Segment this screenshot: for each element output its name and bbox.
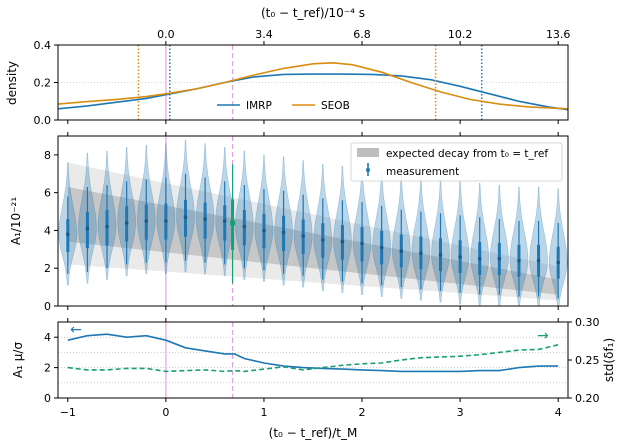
measurement-median-marker bbox=[183, 215, 188, 220]
measurement-median-marker bbox=[340, 239, 345, 244]
measurement-median-marker bbox=[144, 219, 149, 223]
measurement-median-marker bbox=[379, 245, 384, 250]
density-ytick-label: 0.4 bbox=[34, 39, 52, 52]
ratio-plot-area bbox=[58, 322, 568, 398]
expected-decay-inner-band bbox=[67, 187, 559, 295]
ratio-panel: 0 2 4 0.20 0.25 0.30 −1 0 1 2 3 4 A₁ μ/σ std(δf₁) (… bbox=[11, 316, 616, 440]
measurement-median-marker bbox=[321, 238, 325, 242]
ratio-ylabel-right: std(δf₁) bbox=[602, 338, 616, 382]
ratio-xtick-label: 1 bbox=[260, 406, 267, 419]
measurement-median-marker bbox=[477, 256, 482, 261]
amplitude-panel: 0 2 4 6 8 A₁/10⁻²¹ expected decay from t₀ = … bbox=[9, 132, 569, 313]
measurement-median-marker bbox=[203, 217, 207, 221]
density-plot-area bbox=[58, 45, 568, 120]
snr-line bbox=[67, 333, 559, 373]
amplitude-ylabel: A₁/10⁻²¹ bbox=[9, 197, 23, 245]
ratio-ytick-left-label: 0 bbox=[44, 392, 51, 405]
legend-errorbar-label: measurement bbox=[386, 166, 459, 178]
amplitude-legend: expected decay from t₀ = t_ref measureme… bbox=[350, 142, 563, 182]
measurement-median-marker bbox=[222, 219, 227, 223]
measurement-median-marker bbox=[497, 256, 502, 261]
legend-seob-label: SEOB bbox=[321, 100, 350, 112]
amplitude-ytick-label: 4 bbox=[44, 224, 51, 237]
legend-band-swatch bbox=[357, 148, 379, 157]
amplitude-ytick-label: 6 bbox=[44, 187, 51, 200]
ratio-xtick-label: 0 bbox=[162, 406, 169, 419]
measurement-median-marker bbox=[85, 226, 90, 231]
legend-band-label: expected decay from t₀ = t_ref bbox=[386, 148, 548, 160]
density-ytick-label: 0.0 bbox=[34, 114, 52, 127]
measurement-median-marker bbox=[262, 228, 266, 233]
top-tick-label: 0.0 bbox=[157, 28, 175, 41]
expected-decay-outer-band bbox=[67, 162, 559, 301]
ratio-ytick-right-label: 0.25 bbox=[575, 354, 600, 367]
top-tick-label: 6.8 bbox=[353, 28, 371, 41]
top-axis-label: (t₀ − t_ref)/10⁻⁴ s bbox=[261, 6, 365, 20]
amplitude-ytick-label: 0 bbox=[44, 300, 51, 313]
measurement-median-marker bbox=[399, 249, 404, 254]
top-tick-label: 13.6 bbox=[546, 28, 571, 41]
measurement-median-marker bbox=[419, 251, 423, 255]
ratio-xtick-label: −1 bbox=[60, 406, 76, 419]
ratio-xtick-label: 4 bbox=[555, 406, 562, 419]
density-ytick-label: 0.2 bbox=[34, 77, 52, 90]
measurement-median-marker bbox=[536, 258, 541, 263]
density-curve-imrp bbox=[58, 73, 568, 111]
legend-errorbar-dot bbox=[366, 168, 370, 172]
measurement-median-marker bbox=[517, 258, 521, 263]
measurement-median-marker bbox=[242, 224, 247, 229]
ratio-xtick-label: 2 bbox=[359, 406, 366, 419]
ratio-xlabel: (t₀ − t_ref)/t_M bbox=[269, 426, 358, 440]
amplitude-ytick-label: 2 bbox=[44, 262, 51, 275]
amplitude-ticks: 0 2 4 6 8 bbox=[44, 132, 559, 313]
ratio-ylabel-left: A₁ μ/σ bbox=[11, 342, 25, 379]
amplitude-axes-frame bbox=[57, 135, 569, 307]
top-tick-label: 3.4 bbox=[255, 28, 273, 41]
measurement-median-marker bbox=[556, 260, 560, 265]
ratio-ytick-left-label: 4 bbox=[44, 331, 51, 344]
amplitude-ytick-label: 8 bbox=[44, 149, 51, 162]
measurement-median-marker bbox=[230, 220, 236, 226]
measurement-median-marker bbox=[360, 241, 364, 246]
legend-box bbox=[350, 142, 563, 182]
left-axis-arrow: ← bbox=[70, 322, 82, 338]
legend-imrp-label: IMRP bbox=[246, 100, 272, 112]
density-panel: 0.0 0.2 0.4 0.0 3.4 6.8 10.2 13.6 density IMRP … bbox=[5, 28, 570, 127]
measurement-median-marker bbox=[164, 219, 168, 223]
measurement-median-marker bbox=[301, 234, 305, 238]
density-ylabel: density bbox=[5, 61, 19, 105]
measurement-median-marker bbox=[124, 221, 129, 225]
ratio-ytick-right-label: 0.30 bbox=[575, 316, 600, 329]
measurement-median-marker bbox=[438, 253, 443, 257]
density-legend: IMRP SEOB bbox=[217, 100, 350, 112]
measurement-median-marker bbox=[105, 224, 109, 229]
density-curve-seob bbox=[58, 61, 568, 110]
ratio-ytick-left-label: 2 bbox=[44, 362, 51, 375]
measurement-median-marker bbox=[281, 230, 286, 235]
ratio-axes-frame bbox=[57, 321, 569, 399]
top-tick-label: 10.2 bbox=[448, 28, 473, 41]
density-ticks: 0.0 0.2 0.4 0.0 3.4 6.8 10.2 13.6 bbox=[34, 28, 571, 127]
right-axis-arrow: → bbox=[537, 328, 549, 344]
measurement-median-marker bbox=[458, 255, 462, 259]
std-frequency-line bbox=[67, 344, 559, 373]
ratio-xtick-label: 3 bbox=[457, 406, 464, 419]
measurement-median-marker bbox=[66, 232, 70, 237]
ratio-ytick-right-label: 0.20 bbox=[575, 392, 600, 405]
ratio-ticks: 0 2 4 0.20 0.25 0.30 −1 0 1 2 3 4 bbox=[44, 316, 600, 419]
amplitude-plot-area bbox=[58, 136, 568, 306]
